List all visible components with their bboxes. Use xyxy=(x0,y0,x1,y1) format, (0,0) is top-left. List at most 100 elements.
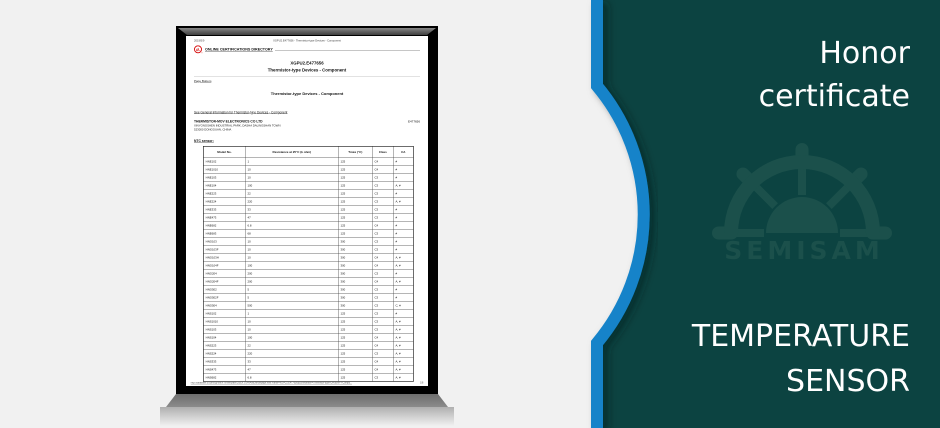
table-cell: HNE473 xyxy=(203,212,246,222)
table-cell: C3 xyxy=(372,348,394,358)
table-cell: 100 xyxy=(245,180,339,190)
table-cell: HNE682 xyxy=(203,220,246,230)
table-cell: C3 xyxy=(372,204,394,214)
table-cell: 5 xyxy=(245,292,339,302)
table-cell: 22 xyxy=(245,188,339,198)
table-row: HNE223 22 125 C3 # xyxy=(203,188,414,198)
category-title: Thermistor-type Devices - Component xyxy=(267,67,347,73)
table-cell: 1 xyxy=(245,308,339,318)
table-cell: C3 xyxy=(372,180,394,190)
column-header: Resistance at 25°C (k ohm) xyxy=(245,146,339,158)
table-cell: # xyxy=(393,156,414,166)
table-row: HNS333 33 125 C4 A, # xyxy=(203,356,414,366)
table-cell: C4 xyxy=(372,364,394,374)
table-cell: A, # xyxy=(393,180,414,190)
table-cell: HNG103 xyxy=(203,236,246,246)
table-cell: 10 xyxy=(245,172,339,182)
table-row: HNS473 47 125 C4 A, # xyxy=(203,364,414,374)
table-row: HNG104F 100 300 C4 A, # xyxy=(203,260,414,270)
table-cell: A, # xyxy=(393,332,414,342)
section-heading: Thermistor-type Devices - Component xyxy=(270,91,344,96)
table-cell: HNS103 xyxy=(203,324,246,334)
table-cell: A, # xyxy=(393,324,414,334)
table-cell: 10 xyxy=(245,324,339,334)
table-cell: C3 xyxy=(372,188,394,198)
table-cell: 125 xyxy=(338,164,373,174)
table-cell: 125 xyxy=(338,324,373,334)
table-row: HNS223 22 125 C4 A, # xyxy=(203,340,414,350)
table-cell: A, # xyxy=(393,260,414,270)
table-cell: HNE104 xyxy=(203,180,246,190)
table-cell: 300 xyxy=(338,236,373,246)
footer-url-link[interactable]: http://database.ul.com/cgi-bin/XYV/templ… xyxy=(190,381,352,385)
table-cell: # xyxy=(393,164,414,174)
print-header: 2019/5/9 XGPU2.E477656 - Thermistor-type… xyxy=(194,39,420,42)
ul-logo-icon: UL ® xyxy=(194,45,203,54)
table-cell: 10 xyxy=(245,236,339,246)
table-cell: C4 xyxy=(372,332,394,342)
table-cell: HNS102 xyxy=(203,308,246,318)
table-cell: 68 xyxy=(245,228,339,238)
page-bottom-link[interactable]: Page Bottom xyxy=(193,79,212,83)
ntc-sensor-label: NTC sensor: xyxy=(193,139,214,143)
table-cell: A, # xyxy=(393,364,414,374)
table-cell: HNE103 xyxy=(203,172,246,182)
company-block: THERMISTOR-MOV ELECTRONICS CO LTD XINYON… xyxy=(194,120,420,132)
table-cell: HNS473 xyxy=(203,364,246,374)
temperature-sensor-title: TEMPERATURE SENSOR xyxy=(692,314,910,404)
table-header-row: Model No. Resistance at 25°C (k ohm) Tmax … xyxy=(203,146,414,158)
table-cell: C3 xyxy=(372,172,394,182)
table-cell: HNG204 xyxy=(203,268,246,278)
table-cell: 300 xyxy=(338,268,373,278)
table-cell: 33 xyxy=(245,204,339,214)
company-address-1: XINYONGSHEN INDUSTRIAL PARK, DASHA DALIN… xyxy=(193,123,281,128)
table-cell: # xyxy=(393,212,414,222)
directory-title: ONLINE CERTIFICATIONS DIRECTORY xyxy=(204,47,273,52)
footer-page-number: 1/8 xyxy=(420,381,424,385)
table-row: HNG204F 200 300 C4 A, # xyxy=(203,276,414,286)
table-cell: 1 xyxy=(245,156,339,166)
general-information-link[interactable]: See General Information for Thermistor-t… xyxy=(193,110,288,115)
table-cell: A, # xyxy=(393,316,414,326)
table-cell: C4 xyxy=(372,340,394,350)
divider-curve xyxy=(591,0,650,428)
table-cell: C, # xyxy=(393,300,414,310)
table-cell: C3 xyxy=(372,308,394,318)
table-cell: # xyxy=(393,228,414,238)
table-cell: 125 xyxy=(338,340,373,350)
table-cell: A, # xyxy=(393,356,414,366)
table-cell: 125 xyxy=(338,196,373,206)
table-cell: HNE683 xyxy=(203,228,246,238)
column-header: CA xyxy=(393,146,414,158)
table-cell: # xyxy=(393,188,414,198)
table-row: HNE104 100 125 C3 A, # xyxy=(203,180,414,190)
table-cell: HNG502 xyxy=(203,284,246,294)
table-cell: 10 xyxy=(245,164,339,174)
column-header: Class xyxy=(372,146,394,158)
table-row: HNS103 10 125 C3 A, # xyxy=(203,324,414,334)
table-cell: HNS682 xyxy=(203,373,246,382)
table-cell: HNG502F xyxy=(203,292,246,302)
table-cell: 33 xyxy=(245,356,339,366)
table-row: HNE473 47 125 C3 # xyxy=(203,212,414,222)
table-row: HNG103 10 300 C3 # xyxy=(203,236,414,246)
table-cell: C3 xyxy=(372,292,394,302)
table-cell: HNS333 xyxy=(203,356,246,366)
table-cell: HNG103H xyxy=(203,252,246,262)
table-cell: 125 xyxy=(338,373,373,382)
svg-text:UL: UL xyxy=(195,47,200,52)
table-cell: HNG504 xyxy=(203,300,246,310)
svg-text:®: ® xyxy=(201,52,202,54)
table-row: HNS1010 10 125 C3 A, # xyxy=(203,316,414,326)
file-reference: E477656 xyxy=(407,119,420,124)
table-cell: HNG204F xyxy=(203,276,246,286)
table-cell: C4 xyxy=(372,252,394,262)
table-cell: 500 xyxy=(245,300,339,310)
column-header: Model No. xyxy=(203,146,246,158)
table-cell: A, # xyxy=(393,348,414,358)
table-cell: HNE102 xyxy=(203,156,246,166)
table-cell: 47 xyxy=(245,364,339,374)
table-cell: # xyxy=(393,172,414,182)
table-cell: 125 xyxy=(338,156,373,166)
watermark-label: SEMISAM xyxy=(724,236,884,265)
